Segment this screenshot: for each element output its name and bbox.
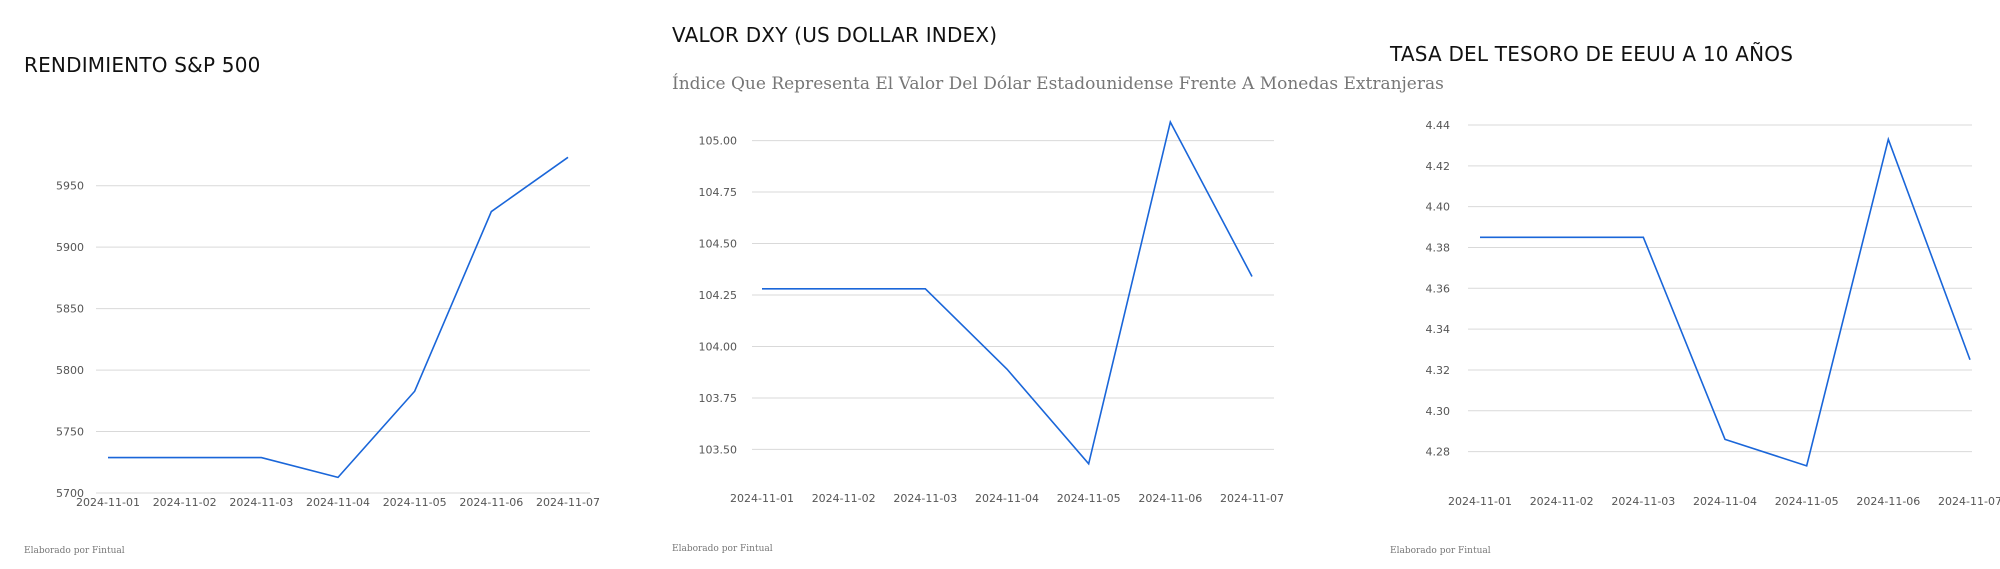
x-tick-label: 2024-11-05 (1057, 492, 1121, 505)
y-tick-label: 104.25 (699, 289, 738, 302)
chart-title: RENDIMIENTO S&P 500 (24, 53, 261, 77)
y-tick-label: 5950 (56, 180, 84, 193)
y-tick-label: 4.36 (1426, 282, 1451, 295)
x-tick-label: 2024-11-06 (1138, 492, 1202, 505)
chart-title: VALOR DXY (US DOLLAR INDEX) (672, 23, 998, 47)
y-tick-label: 104.00 (699, 340, 738, 353)
chart-title: TASA DEL TESORO DE EEUU A 10 AÑOS (1390, 42, 1794, 66)
y-tick-label: 4.44 (1426, 119, 1451, 132)
x-tick-label: 2024-11-01 (1448, 495, 1512, 508)
credit-text: Elaborado por Fintual (672, 544, 773, 554)
chart-panel-treasury: TASA DEL TESORO DE EEUU A 10 AÑOS 4.28 4.… (1370, 0, 2000, 569)
y-tick-label: 4.42 (1426, 160, 1451, 173)
x-tick-label: 2024-11-07 (536, 496, 600, 509)
series-line (1480, 136, 1971, 467)
x-tick-label: 2024-11-01 (76, 496, 140, 509)
x-tick-label: 2024-11-06 (459, 496, 523, 509)
series-line (108, 156, 569, 479)
y-tick-label: 4.32 (1426, 364, 1451, 377)
y-tick-label: 103.50 (699, 443, 738, 456)
chart-plot: 4.28 4.30 4.32 4.34 4.36 4.38 4.40 4.42 4.44 2024… (1426, 119, 2000, 508)
x-tick-label: 2024-11-03 (229, 496, 293, 509)
chart-plot: 103.50 103.75 104.00 104.25 104.50 104.75 105.… (699, 119, 1284, 505)
y-tick-label: 5800 (56, 364, 84, 377)
x-tick-label: 2024-11-05 (383, 496, 447, 509)
credit-text: Elaborado por Fintual (24, 546, 125, 556)
y-tick-label: 104.50 (699, 238, 738, 251)
x-tick-label: 2024-11-07 (1938, 495, 2000, 508)
x-tick-label: 2024-11-05 (1775, 495, 1839, 508)
x-tick-label: 2024-11-03 (893, 492, 957, 505)
y-tick-label: 4.34 (1426, 323, 1451, 336)
y-tick-label: 5900 (56, 241, 84, 254)
chart-panel-dxy: VALOR DXY (US DOLLAR INDEX) Índice Que R… (652, 0, 1444, 569)
series-line (762, 119, 1253, 466)
y-tick-label: 4.28 (1426, 446, 1451, 459)
y-tick-label: 5700 (56, 487, 84, 500)
x-tick-label: 2024-11-06 (1856, 495, 1920, 508)
x-tick-label: 2024-11-02 (1530, 495, 1594, 508)
y-tick-label: 104.75 (699, 186, 738, 199)
credit-text: Elaborado por Fintual (1390, 546, 1491, 556)
x-tick-label: 2024-11-02 (153, 496, 217, 509)
x-tick-label: 2024-11-07 (1220, 492, 1284, 505)
chart-plot: 5700 5750 5800 5850 5900 5950 2024-11-01 2024-1… (56, 156, 600, 509)
y-tick-label: 103.75 (699, 392, 738, 405)
x-tick-label: 2024-11-04 (1693, 495, 1757, 508)
chart-panel-sp500: RENDIMIENTO S&P 500 5700 5750 5800 5850 5900… (0, 0, 640, 569)
x-tick-label: 2024-11-04 (975, 492, 1039, 505)
x-tick-label: 2024-11-01 (730, 492, 794, 505)
x-tick-label: 2024-11-03 (1611, 495, 1675, 508)
y-tick-label: 4.40 (1426, 201, 1451, 214)
y-tick-label: 5750 (56, 426, 84, 439)
x-tick-label: 2024-11-04 (306, 496, 370, 509)
x-tick-label: 2024-11-02 (812, 492, 876, 505)
y-tick-label: 5850 (56, 303, 84, 316)
y-tick-label: 4.30 (1426, 405, 1451, 418)
chart-subtitle: Índice Que Representa El Valor Del Dólar… (672, 74, 1444, 94)
y-tick-label: 105.00 (699, 135, 738, 148)
y-tick-label: 4.38 (1426, 241, 1451, 254)
